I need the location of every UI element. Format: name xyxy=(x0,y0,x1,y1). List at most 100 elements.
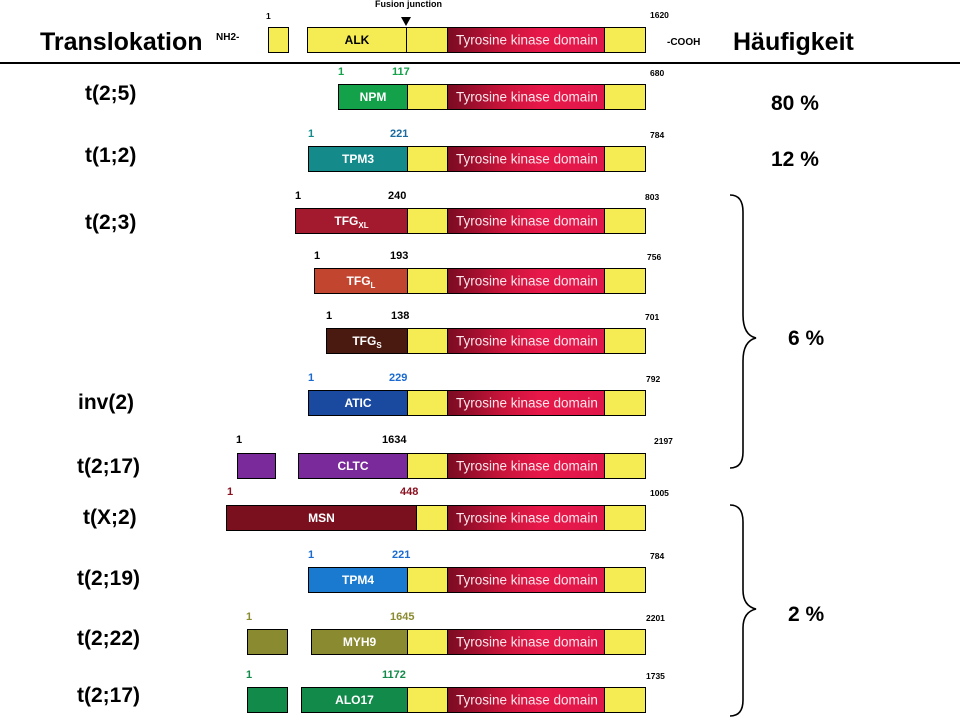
fusion-junction-arrow-icon xyxy=(401,17,411,26)
translocation-label: t(2;19) xyxy=(77,567,141,590)
kinase-label: Tyrosine kinase domain xyxy=(456,213,598,229)
frequency-group-2: 2 % xyxy=(788,603,825,626)
kinase-label: Tyrosine kinase domain xyxy=(456,333,598,349)
partner-label: TPM4 xyxy=(341,573,374,587)
translocation-header: Translokation xyxy=(40,28,203,56)
partner-domain: MSN xyxy=(226,505,417,531)
kinase-label: Tyrosine kinase domain xyxy=(456,395,598,411)
tyrosine-kinase-domain: Tyrosine kinase domain xyxy=(447,84,605,110)
header-divider xyxy=(0,62,960,64)
partner-label: MSN xyxy=(308,511,335,525)
start-residue-number: 1 xyxy=(246,611,253,623)
tyrosine-kinase-domain: Tyrosine kinase domain xyxy=(447,146,605,172)
translocation-label: inv(2) xyxy=(78,391,135,414)
end-residue-number: 756 xyxy=(647,252,662,262)
partner-domain: MYH9 xyxy=(311,629,408,655)
junction-residue-number: 117 xyxy=(392,66,410,78)
tyrosine-kinase-domain: Tyrosine kinase domain xyxy=(447,390,605,416)
start-residue-number: 1 xyxy=(295,190,302,202)
fusion-junction-label: Fusion junction xyxy=(375,0,442,9)
partner-domain: TFGXL xyxy=(295,208,408,234)
partner-domain: TPM3 xyxy=(308,146,408,172)
junction-residue-number: 193 xyxy=(390,250,409,262)
alk-end-number: 1620 xyxy=(650,10,669,20)
junction-residue-number: 240 xyxy=(388,190,407,202)
translocation-label: t(1;2) xyxy=(85,144,137,167)
brace-6-percent xyxy=(729,194,757,469)
partner-label: TPM3 xyxy=(341,152,374,166)
partner-domain: TFGL xyxy=(314,268,408,294)
alk-cterm xyxy=(604,505,646,531)
alk-cterm xyxy=(604,328,646,354)
alk-start-number: 1 xyxy=(266,11,271,21)
kinase-label: Tyrosine kinase domain xyxy=(456,692,598,708)
alk-linker xyxy=(407,687,448,713)
partner-label: ATIC xyxy=(344,396,372,410)
partner-domain: TFGS xyxy=(326,328,408,354)
kinase-label: Tyrosine kinase domain xyxy=(456,572,598,588)
partner-label: NPM xyxy=(359,90,387,104)
nh2-label: NH2- xyxy=(216,32,240,43)
alk-linker xyxy=(407,567,448,593)
end-residue-number: 2201 xyxy=(646,613,665,623)
junction-residue-number: 221 xyxy=(390,128,409,140)
partner-domain: ALO17 xyxy=(301,687,408,713)
end-residue-number: 784 xyxy=(650,130,665,140)
kinase-label: Tyrosine kinase domain xyxy=(456,510,598,526)
tyrosine-kinase-domain: Tyrosine kinase domain xyxy=(447,505,605,531)
start-residue-number: 1 xyxy=(246,669,253,681)
partner-label: TFGS xyxy=(352,334,382,350)
tyrosine-kinase-domain: Tyrosine kinase domain xyxy=(447,453,605,479)
start-residue-number: 1 xyxy=(308,128,315,140)
start-residue-number: 1 xyxy=(326,310,333,322)
alk-cterm xyxy=(604,84,646,110)
alk-linker xyxy=(407,629,448,655)
tyrosine-kinase-domain: Tyrosine kinase domain xyxy=(447,629,605,655)
frequency-npm: 80 % xyxy=(771,92,819,115)
frequency-group-1: 6 % xyxy=(788,327,825,350)
start-residue-number: 1 xyxy=(236,434,243,446)
junction-residue-number: 138 xyxy=(391,310,410,322)
kinase-label: Tyrosine kinase domain xyxy=(456,151,598,167)
end-residue-number: 803 xyxy=(645,192,660,202)
kinase-label: Tyrosine kinase domain xyxy=(456,634,598,650)
translocation-label: t(2;17) xyxy=(77,684,141,707)
alk-cterm xyxy=(604,687,646,713)
alk-linker xyxy=(406,27,448,53)
translocation-label: t(X;2) xyxy=(83,506,137,529)
junction-residue-number: 1172 xyxy=(382,669,406,681)
alk-cterm xyxy=(604,268,646,294)
kinase-label: Tyrosine kinase domain xyxy=(456,89,598,105)
alk-cterm xyxy=(604,567,646,593)
translocation-label: t(2;5) xyxy=(85,82,137,105)
translocation-label: t(2;3) xyxy=(85,211,137,234)
partner-label: CLTC xyxy=(337,459,369,473)
kinase-label: Tyrosine kinase domain xyxy=(456,458,598,474)
alk-linker xyxy=(407,208,448,234)
start-residue-number: 1 xyxy=(338,66,345,78)
partner-domain: TPM4 xyxy=(308,567,408,593)
start-residue-number: 1 xyxy=(308,549,315,561)
translocation-label: t(2;17) xyxy=(77,455,141,478)
start-residue-number: 1 xyxy=(227,486,234,498)
alk-linker xyxy=(407,328,448,354)
brace-2-percent xyxy=(729,504,757,717)
end-residue-number: 2197 xyxy=(654,436,673,446)
alk-cterm xyxy=(604,629,646,655)
cooh-label: -COOH xyxy=(667,37,701,48)
partner-nterm-block xyxy=(237,453,276,479)
junction-residue-number: 448 xyxy=(400,486,419,498)
alk-linker xyxy=(407,390,448,416)
start-residue-number: 1 xyxy=(308,372,315,384)
junction-residue-number: 1634 xyxy=(382,434,407,446)
group-brace-icons xyxy=(729,194,757,717)
partner-domain: ATIC xyxy=(308,390,408,416)
tyrosine-kinase-domain: Tyrosine kinase domain xyxy=(447,328,605,354)
partner-nterm-block xyxy=(247,687,288,713)
alk-cterm xyxy=(604,208,646,234)
end-residue-number: 792 xyxy=(646,374,661,384)
partner-label: TFGL xyxy=(346,274,376,290)
kinase-label: Tyrosine kinase domain xyxy=(456,273,598,289)
end-residue-number: 1005 xyxy=(650,488,669,498)
alk-cterm xyxy=(604,453,646,479)
